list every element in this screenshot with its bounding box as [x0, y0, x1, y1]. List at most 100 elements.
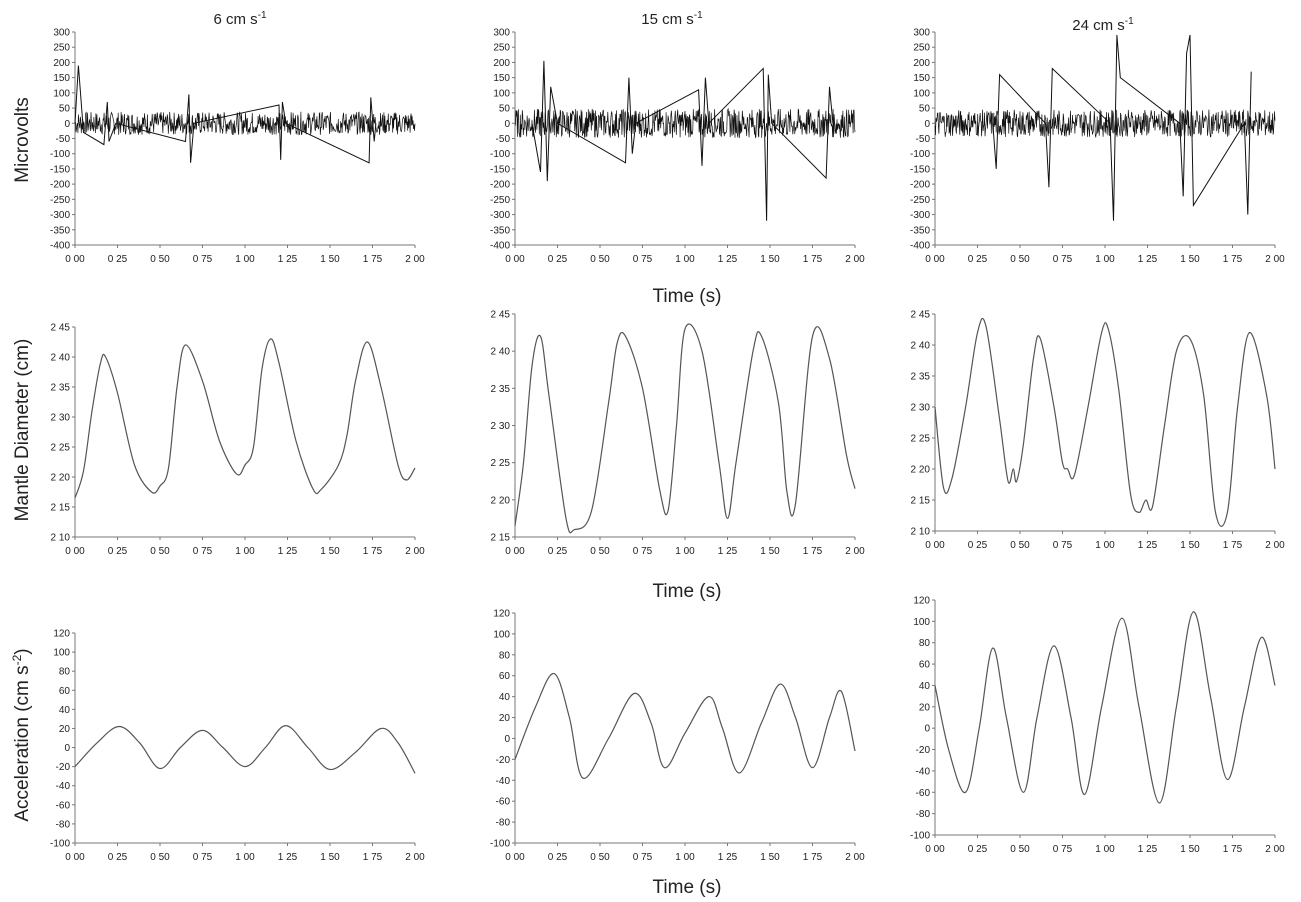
y-tick-label: -50 [56, 134, 71, 145]
x-tick-label: 0 50 [1010, 254, 1030, 265]
y-tick-label: -150 [490, 164, 510, 175]
x-tick-label: 0 50 [1010, 540, 1030, 551]
y-tick-label: -300 [50, 210, 70, 221]
y-tick-label: -250 [910, 195, 930, 206]
panel-emg-2: 300 250 200 150 100 50 0 -50 -100 -150 -200 -250 -30… [910, 28, 1285, 266]
y-tick-label: -350 [490, 225, 510, 236]
y-tick-label: 250 [913, 43, 930, 54]
y-tick-label: -150 [50, 164, 70, 175]
y-tick-label: -50 [496, 134, 511, 145]
x-tick-label: 1 75 [1223, 540, 1243, 551]
y-tick-label: 2 35 [911, 372, 931, 383]
y-tick-label: -80 [916, 809, 931, 820]
y-tick-label: 2 45 [491, 310, 511, 321]
x-tick-label: 0 75 [633, 546, 653, 557]
y-tick-label: -200 [490, 180, 510, 191]
y-tick-label: 2 10 [911, 527, 931, 538]
emg-noise-trace [74, 111, 416, 136]
x-tick-label: 0 25 [968, 540, 988, 551]
panel-accel-6: 120 100 80 60 40 20 0 -20 -40 -60 -80 -100 0 00 0 25 0… [50, 629, 425, 864]
time-label-row2: Time (s) [653, 581, 722, 602]
y-tick-label: -20 [496, 755, 511, 766]
panel-mantle-4: 2 45 2 40 2 35 2 30 2 25 2 20 2 15 0 00 0 25 0 50… [491, 310, 866, 558]
row-label-microvolts: Microvolts [12, 97, 33, 183]
x-tick-label: 0 50 [590, 852, 610, 863]
y-tick-label: 60 [499, 671, 511, 682]
y-tick-label: -400 [490, 241, 510, 252]
y-tick-label: -40 [916, 766, 931, 777]
y-tick-label: 100 [53, 648, 70, 659]
y-tick-label: -300 [910, 210, 930, 221]
x-tick-label: 1 75 [803, 852, 823, 863]
y-tick-label: -60 [56, 800, 71, 811]
x-tick-label: 0 25 [108, 254, 128, 265]
x-tick-label: 0 25 [548, 852, 568, 863]
emg-spike-trace [531, 60, 834, 221]
panel-accel-8: 120 100 80 60 40 20 0 -20 -40 -60 -80 -100 0 00 0 25 0… [910, 596, 1285, 856]
y-tick-label: 40 [59, 705, 71, 716]
y-tick-label: -50 [916, 134, 931, 145]
y-tick-label: 2 20 [911, 465, 931, 476]
emg-spike-trace [992, 34, 1252, 221]
x-tick-label: 0 75 [193, 852, 213, 863]
y-tick-label: -350 [910, 225, 930, 236]
y-tick-label: -20 [56, 762, 71, 773]
y-tick-label: -200 [910, 180, 930, 191]
y-tick-label: -80 [496, 818, 511, 829]
x-tick-label: 1 50 [1180, 254, 1200, 265]
y-tick-label: -100 [50, 839, 70, 850]
panel-mantle-3: 2 45 2 40 2 35 2 30 2 25 2 20 2 15 2 10 0 00 0 25… [51, 323, 426, 558]
y-tick-label: -100 [490, 839, 510, 850]
x-tick-label: 0 50 [590, 546, 610, 557]
y-tick-label: 50 [919, 104, 931, 115]
x-tick-label: 1 00 [1095, 540, 1115, 551]
x-tick-label: 1 50 [760, 254, 780, 265]
y-tick-label: -400 [50, 241, 70, 252]
y-tick-label: 40 [919, 681, 931, 692]
y-tick-label: 200 [913, 58, 930, 69]
y-tick-label: 80 [499, 650, 511, 661]
x-tick-label: 0 75 [193, 546, 213, 557]
x-tick-label: 0 00 [505, 546, 525, 557]
x-tick-label: 1 00 [675, 546, 695, 557]
y-tick-label: 2 15 [491, 533, 511, 544]
y-tick-label: 2 35 [491, 384, 511, 395]
y-tick-label: 2 45 [51, 323, 71, 334]
y-tick-label: 2 30 [491, 421, 511, 432]
y-tick-label: -80 [56, 819, 71, 830]
y-tick-label: 40 [499, 692, 511, 703]
y-tick-label: 150 [493, 73, 510, 84]
y-tick-label: 150 [913, 73, 930, 84]
x-tick-label: 2 00 [1265, 844, 1285, 855]
x-tick-label: 2 00 [405, 546, 425, 557]
y-tick-label: -60 [916, 788, 931, 799]
y-tick-label: -100 [490, 149, 510, 160]
y-tick-label: -60 [496, 797, 511, 808]
y-tick-label: 300 [493, 28, 510, 39]
y-tick-label: 2 20 [491, 495, 511, 506]
x-tick-label: 1 25 [1138, 254, 1158, 265]
y-tick-label: 0 [924, 119, 930, 130]
x-tick-label: 1 25 [1138, 844, 1158, 855]
y-tick-label: 300 [53, 28, 70, 39]
x-tick-label: 0 00 [925, 254, 945, 265]
x-tick-label: 0 50 [1010, 844, 1030, 855]
x-tick-label: 1 25 [718, 254, 738, 265]
y-tick-label: -150 [910, 164, 930, 175]
y-tick-label: 0 [504, 734, 510, 745]
x-tick-label: 0 50 [150, 254, 170, 265]
y-tick-label: 250 [493, 43, 510, 54]
column-title-15: 15 cm s-1 [641, 10, 703, 28]
y-tick-label: 2 40 [51, 353, 71, 364]
y-tick-label: 2 15 [911, 496, 931, 507]
column-titles: 6 cm s-1 15 cm s-1 24 cm s-1 [213, 10, 1134, 34]
x-tick-label: 0 50 [150, 546, 170, 557]
x-tick-label: 1 50 [320, 852, 340, 863]
x-tick-label: 0 00 [65, 254, 85, 265]
chart-panels: 300250200150100500-50-100-150-200-250-30… [50, 28, 1285, 864]
y-tick-label: 60 [919, 660, 931, 671]
y-tick-label: 2 10 [51, 533, 71, 544]
x-tick-label: 1 00 [235, 852, 255, 863]
x-tick-label: 1 25 [718, 852, 738, 863]
y-tick-label: -350 [50, 225, 70, 236]
